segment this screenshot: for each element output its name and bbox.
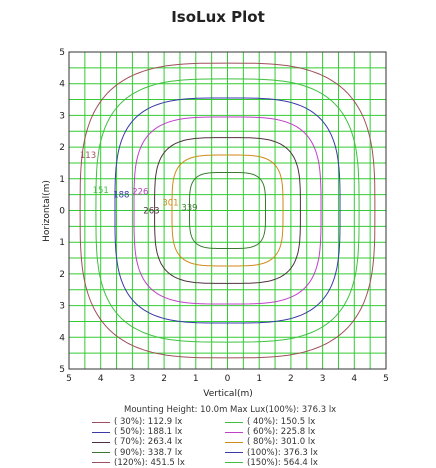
- legend-label: ( 50%): 188.1 lx: [114, 427, 183, 438]
- x-tick-label: 4: [351, 374, 357, 384]
- legend-item: (120%): 451.5 lx: [92, 458, 185, 468]
- legend-label: ( 80%): 301.0 lx: [247, 437, 316, 448]
- contour-line-151: [95, 78, 360, 343]
- legend-swatch: [225, 441, 243, 443]
- legend-label: ( 30%): 112.9 lx: [114, 417, 183, 427]
- contour-label-151: 151: [93, 186, 109, 196]
- y-tick-label: 2: [59, 270, 65, 280]
- y-axis-label: Horizontal(m): [42, 180, 52, 242]
- y-tick-label: 4: [59, 80, 65, 90]
- legend-label: (100%): 376.3 lx: [247, 447, 318, 458]
- max-lux: Max Lux(100%): 376.3 lx: [230, 405, 337, 415]
- y-tick-label: 1: [59, 238, 65, 248]
- legend-item: (100%): 376.3 lx: [225, 448, 318, 458]
- mounting-height: Mounting Height: 10.0m: [124, 405, 228, 415]
- y-tick-label: 3: [59, 111, 65, 121]
- contour-label-263: 263: [143, 207, 159, 217]
- legend-swatch: [92, 421, 110, 423]
- legend-item: ( 60%): 225.8 lx: [225, 427, 315, 437]
- legend-swatch: [92, 441, 110, 443]
- contour-label-113: 113: [80, 151, 96, 161]
- legend-swatch: [92, 431, 110, 433]
- contour-label-301: 301: [162, 199, 178, 209]
- contour-line-226: [133, 116, 322, 305]
- chart-title: IsoLux Plot: [171, 8, 265, 26]
- legend-label: ( 90%): 338.7 lx: [114, 447, 183, 458]
- legend-label: ( 60%): 225.8 lx: [247, 427, 316, 438]
- plot-frame: [68, 51, 387, 370]
- legend-label: (150%): 564.4 lx: [247, 457, 318, 468]
- legend-swatch: [225, 452, 243, 454]
- x-tick-label: 5: [66, 374, 72, 384]
- y-tick-label: 1: [59, 175, 65, 185]
- x-tick-label: 1: [193, 374, 199, 384]
- legend-swatch: [225, 431, 243, 433]
- y-tick-labels: 5 4 3 2 1 0 1 2 3 4 5: [59, 48, 65, 375]
- x-tick-label: 4: [98, 374, 104, 384]
- y-tick-label: 5: [59, 48, 65, 58]
- x-tick-label: 1: [256, 374, 262, 384]
- legend-label: ( 70%): 263.4 lx: [114, 437, 183, 448]
- y-tick-label: 0: [59, 207, 65, 217]
- y-tick-label: 2: [59, 143, 65, 153]
- legend-item: ( 40%): 150.5 lx: [225, 417, 315, 427]
- contour-line-339: [189, 172, 266, 249]
- contour-label-188: 188: [113, 191, 129, 201]
- legend-label: ( 40%): 150.5 lx: [247, 417, 316, 427]
- legend-swatch: [225, 462, 243, 464]
- contour-label-339: 339: [181, 203, 197, 213]
- contour-line-301: [171, 154, 284, 267]
- legend-swatch: [225, 421, 243, 423]
- x-tick-label: 2: [288, 374, 294, 384]
- x-tick-label: 0: [225, 374, 231, 384]
- legend-swatch: [92, 452, 110, 454]
- legend-item: ( 30%): 112.9 lx: [92, 417, 182, 427]
- contour-line-263: [154, 137, 301, 284]
- legend-item: ( 90%): 338.7 lx: [92, 448, 182, 458]
- contour-lines: [79, 62, 376, 359]
- x-tick-label: 3: [130, 374, 136, 384]
- legend-swatch: [92, 462, 110, 464]
- y-tick-label: 4: [59, 333, 65, 343]
- legend-item: ( 50%): 188.1 lx: [92, 427, 182, 437]
- contour-label-226: 226: [132, 187, 148, 197]
- legend-item: (150%): 564.4 lx: [225, 458, 318, 468]
- contour-line-188: [114, 97, 341, 324]
- contour-line-113: [79, 62, 376, 359]
- x-tick-label: 3: [320, 374, 326, 384]
- x-tick-label: 2: [161, 374, 167, 384]
- y-tick-label: 3: [59, 302, 65, 312]
- x-tick-label: 5: [383, 374, 389, 384]
- x-axis-label: Vertical(m): [203, 389, 252, 399]
- legend-item: ( 80%): 301.0 lx: [225, 437, 315, 447]
- grid-lines: [68, 51, 387, 370]
- x-tick-labels: 5 4 3 2 1 0 1 2 3 4 5: [66, 374, 389, 384]
- legend-item: ( 70%): 263.4 lx: [92, 437, 182, 447]
- legend-label: (120%): 451.5 lx: [114, 457, 185, 468]
- y-tick-label: 5: [59, 365, 65, 375]
